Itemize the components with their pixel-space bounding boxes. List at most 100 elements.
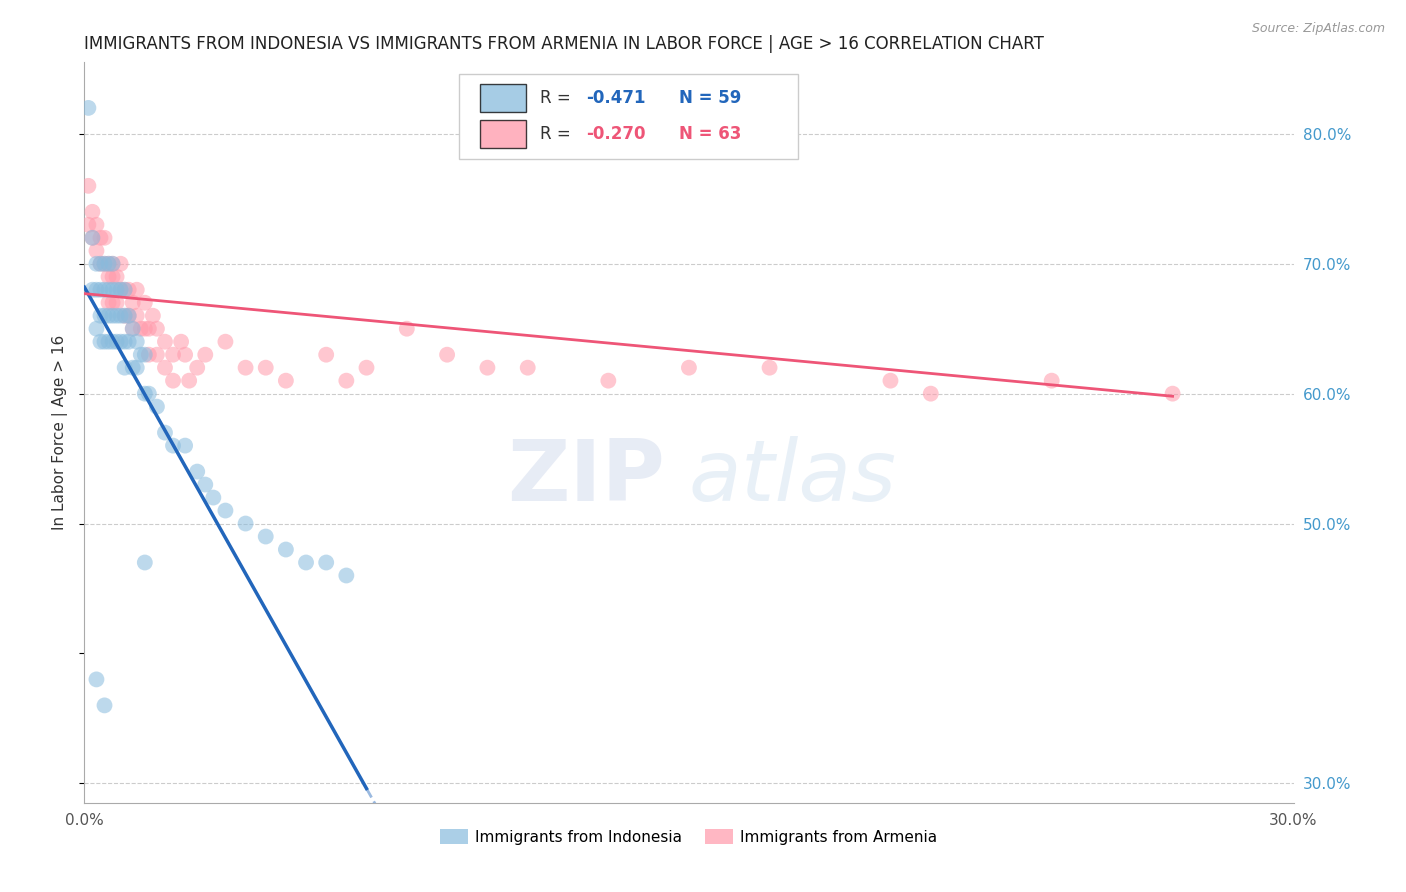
Point (114, 360, 136, 375)
Point (142, 309, 165, 323)
Point (186, 360, 208, 375)
Point (105, 309, 128, 323)
Point (118, 334, 141, 349)
Point (93, 257, 115, 271)
Point (77, 178, 100, 193)
Point (118, 283, 141, 297)
Text: IMMIGRANTS FROM INDONESIA VS IMMIGRANTS FROM ARMENIA IN LABOR FORCE | AGE > 16 C: IMMIGRANTS FROM INDONESIA VS IMMIGRANTS … (84, 35, 1045, 53)
Point (138, 386, 160, 401)
Point (295, 556, 318, 570)
Point (153, 360, 176, 375)
Point (516, 360, 538, 375)
Point (97, 295, 120, 310)
Point (105, 269, 128, 284)
Point (214, 334, 236, 349)
Point (110, 283, 132, 297)
Point (110, 309, 132, 323)
Point (105, 283, 128, 297)
Point (153, 425, 176, 440)
Point (254, 360, 277, 375)
Point (758, 360, 780, 375)
Point (678, 360, 700, 375)
Point (82, 231, 104, 245)
Point (101, 257, 124, 271)
Point (114, 283, 136, 297)
Point (101, 283, 124, 297)
Point (202, 491, 225, 505)
Point (235, 516, 257, 531)
Point (174, 439, 197, 453)
Point (254, 529, 277, 543)
Point (395, 322, 418, 336)
Point (146, 322, 169, 336)
Point (97, 309, 120, 323)
Point (101, 334, 124, 349)
Point (110, 334, 132, 349)
Point (93, 309, 115, 323)
Point (134, 556, 156, 570)
Point (89, 257, 111, 271)
Point (129, 348, 152, 362)
Point (315, 556, 337, 570)
Point (125, 360, 148, 375)
Point (138, 322, 160, 336)
Text: -0.270: -0.270 (586, 125, 645, 143)
Point (179, 374, 201, 388)
Text: -0.471: -0.471 (586, 89, 645, 107)
Point (101, 295, 124, 310)
Point (77, 218, 100, 232)
Point (97, 269, 120, 284)
Text: Source: ZipAtlas.com: Source: ZipAtlas.com (1251, 22, 1385, 36)
Point (114, 334, 136, 349)
Point (89, 334, 111, 349)
Point (118, 309, 141, 323)
Point (89, 231, 111, 245)
Point (162, 348, 184, 362)
Point (118, 309, 141, 323)
Point (97, 334, 120, 349)
Point (162, 439, 184, 453)
Point (101, 257, 124, 271)
Point (129, 322, 152, 336)
Text: R =: R = (540, 89, 576, 107)
Point (101, 309, 124, 323)
Point (86, 257, 108, 271)
Point (93, 231, 115, 245)
Text: N = 63: N = 63 (679, 125, 741, 143)
Point (174, 348, 197, 362)
Point (356, 360, 378, 375)
Point (920, 386, 942, 401)
Point (153, 334, 176, 349)
Point (121, 295, 143, 310)
Point (121, 322, 143, 336)
Point (105, 334, 128, 349)
Point (125, 283, 148, 297)
Point (477, 360, 499, 375)
Point (93, 283, 115, 297)
Point (315, 348, 337, 362)
Text: atlas: atlas (689, 435, 897, 518)
Legend: Immigrants from Indonesia, Immigrants from Armenia: Immigrants from Indonesia, Immigrants fr… (434, 823, 943, 851)
Point (1040, 374, 1063, 388)
Point (114, 309, 136, 323)
Text: R =: R = (540, 125, 576, 143)
Point (146, 348, 169, 362)
Point (86, 218, 108, 232)
Point (134, 295, 156, 310)
Point (274, 374, 297, 388)
Point (86, 322, 108, 336)
Point (89, 283, 111, 297)
Point (121, 360, 143, 375)
Point (335, 568, 357, 582)
Point (194, 477, 217, 491)
Point (125, 334, 148, 349)
Point (146, 400, 169, 414)
Point (134, 348, 156, 362)
FancyBboxPatch shape (479, 84, 526, 112)
Point (86, 244, 108, 258)
Point (97, 283, 120, 297)
Point (186, 465, 208, 479)
Point (170, 334, 193, 349)
Point (214, 503, 236, 517)
Point (89, 257, 111, 271)
